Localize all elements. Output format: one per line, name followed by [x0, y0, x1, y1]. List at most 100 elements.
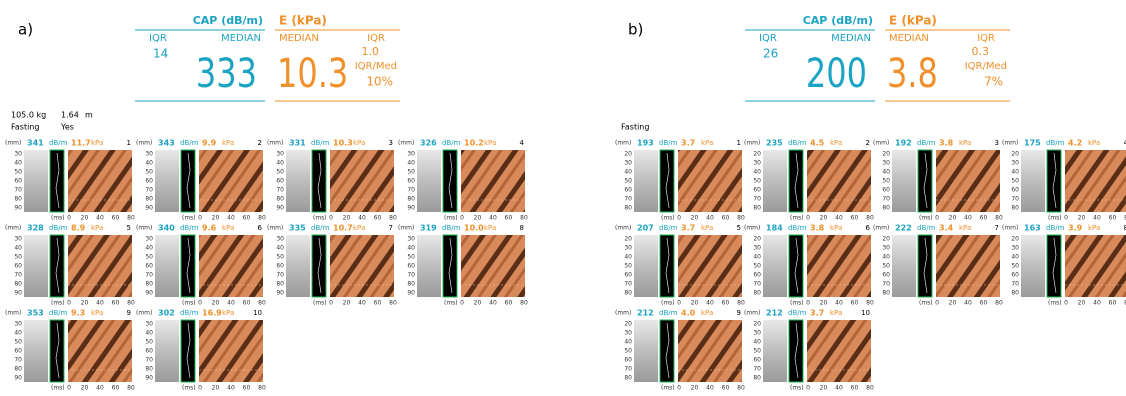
tile-index: 3: [995, 139, 999, 147]
tile-e-unit: kPa: [222, 309, 234, 317]
time-unit: (ms): [919, 300, 933, 307]
depth-tick: 30: [1011, 245, 1019, 252]
cap-median-label: MEDIAN: [221, 33, 261, 44]
time-tick: 20: [949, 215, 957, 222]
tile-e-unit: kPa: [91, 139, 103, 147]
depth-tick: 50: [882, 178, 890, 185]
depth-tick: 70: [1011, 196, 1019, 203]
time-tick: 0: [806, 215, 810, 222]
ultrasound-image: [24, 320, 48, 382]
ultrasound-image: [634, 320, 658, 382]
depth-tick: 50: [14, 254, 22, 261]
time-tick: 20: [343, 300, 351, 307]
e-iqr: 0.3: [972, 45, 990, 58]
depth-tick: 70: [276, 272, 284, 279]
depth-tick: 60: [1011, 272, 1019, 279]
depth-tick: 50: [1011, 178, 1019, 185]
depth-tick: 40: [145, 245, 153, 252]
depth-unit: (mm): [5, 225, 21, 232]
time-tick: 20: [343, 215, 351, 222]
depth-tick: 70: [882, 196, 890, 203]
tile-cap-unit: dB/m: [659, 139, 678, 147]
depth-tick: 40: [753, 254, 761, 261]
depth-tick: 40: [753, 169, 761, 176]
time-tick: 40: [835, 385, 843, 392]
tile-cap: 212: [766, 309, 783, 318]
tile-e-unit: kPa: [353, 224, 365, 232]
depth-tick: 70: [753, 196, 761, 203]
e-ratio-label: IQR/Med: [355, 61, 397, 72]
tile-cap-unit: dB/m: [311, 224, 330, 232]
time-tick: 60: [374, 215, 382, 222]
elastogram: [807, 235, 871, 297]
ultrasound-image: [286, 150, 310, 212]
depth-tick: 20: [624, 321, 632, 328]
tile-cap: 184: [766, 224, 783, 233]
time-tick: 0: [460, 215, 464, 222]
depth-tick: 60: [145, 263, 153, 270]
depth-tick: 20: [753, 236, 761, 243]
time-tick: 20: [81, 215, 89, 222]
tile-cap-unit: dB/m: [659, 309, 678, 317]
tile-e-unit: kPa: [830, 139, 842, 147]
patient-info: Fasting: [11, 123, 39, 132]
depth-tick: 70: [145, 272, 153, 279]
cap-iqr-label: IQR: [759, 33, 777, 44]
time-tick: 20: [474, 300, 482, 307]
tile-e: 3.7: [681, 139, 695, 148]
elastogram: [68, 235, 132, 297]
time-tick: 80: [258, 215, 266, 222]
tile-index: 10: [861, 309, 870, 317]
e-ratio: 10%: [366, 75, 393, 89]
time-tick: 60: [722, 385, 730, 392]
tile-index: 7: [389, 224, 393, 232]
time-tick: 40: [706, 385, 714, 392]
patient-info: m: [85, 111, 93, 120]
time-tick: 60: [112, 385, 120, 392]
elastogram: [461, 235, 525, 297]
time-tick: 40: [489, 300, 497, 307]
tile-e-unit: kPa: [959, 224, 971, 232]
depth-tick: 70: [624, 196, 632, 203]
depth-tick: 30: [145, 321, 153, 328]
elastogram: [678, 235, 742, 297]
time-unit: (ms): [790, 300, 804, 307]
depth-tick: 30: [407, 151, 415, 158]
time-tick: 60: [722, 215, 730, 222]
depth-unit: (mm): [744, 140, 760, 147]
tile-cap: 212: [637, 309, 654, 318]
depth-tick: 40: [276, 245, 284, 252]
depth-unit: (mm): [5, 310, 21, 317]
tile-e: 11.7: [71, 139, 91, 148]
time-tick: 0: [329, 300, 333, 307]
depth-tick: 90: [276, 205, 284, 212]
depth-tick: 40: [1011, 169, 1019, 176]
tile-e: 10.2: [464, 139, 484, 148]
elastogram: [807, 320, 871, 382]
tile-index: 8: [520, 224, 524, 232]
time-unit: (ms): [313, 215, 327, 222]
depth-tick: 30: [753, 160, 761, 167]
depth-tick: 40: [276, 160, 284, 167]
depth-tick: 20: [882, 151, 890, 158]
depth-tick: 60: [145, 348, 153, 355]
tile-index: 7: [995, 224, 999, 232]
depth-tick: 50: [624, 263, 632, 270]
time-tick: 20: [820, 385, 828, 392]
e-iqr-label: IQR: [977, 33, 995, 44]
depth-tick: 70: [624, 281, 632, 288]
depth-tick: 70: [882, 281, 890, 288]
depth-tick: 70: [14, 272, 22, 279]
time-tick: 80: [737, 385, 745, 392]
depth-tick: 60: [753, 187, 761, 194]
depth-tick: 40: [407, 160, 415, 167]
time-tick: 20: [1078, 215, 1086, 222]
time-tick: 60: [851, 215, 859, 222]
time-tick: 40: [706, 215, 714, 222]
tile-e-unit: kPa: [830, 309, 842, 317]
depth-tick: 40: [753, 339, 761, 346]
tile-cap: 192: [895, 139, 912, 148]
tile-index: 6: [866, 224, 871, 232]
tile-cap: 175: [1024, 139, 1041, 148]
depth-unit: (mm): [398, 140, 414, 147]
